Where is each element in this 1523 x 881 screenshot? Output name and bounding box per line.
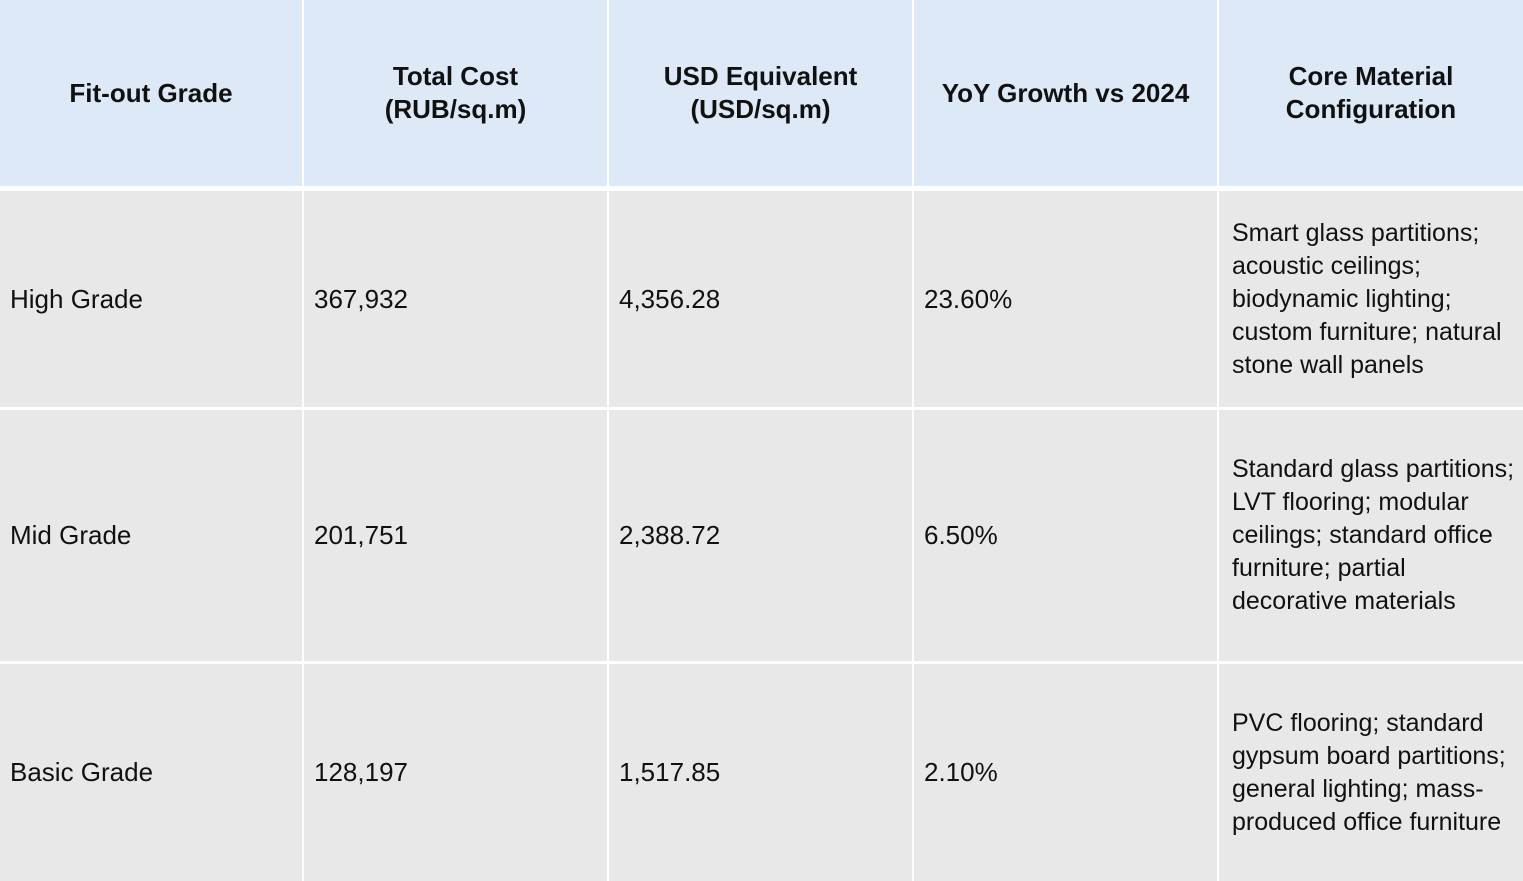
- cell-text: Standard glass partitions; LVT flooring;…: [1232, 455, 1515, 615]
- header-text: (USD/sq.m): [690, 94, 831, 124]
- table-cell: 6.50%: [914, 410, 1217, 661]
- cell-text: Smart glass partitions; acoustic ceiling…: [1232, 218, 1502, 379]
- table-cell: 367,932: [304, 191, 607, 407]
- header-cell: USD Equivalent (USD/sq.m): [609, 0, 912, 186]
- header-text: Configuration: [1285, 94, 1457, 124]
- header-cell: Total Cost (RUB/sq.m): [304, 0, 607, 186]
- table-cell: Standard glass partitions; LVT flooring;…: [1219, 410, 1523, 661]
- table-cell: Basic Grade: [0, 664, 302, 881]
- table-cell: PVC flooring; standard gypsum board part…: [1219, 664, 1523, 881]
- header-text: Total Cost: [392, 61, 519, 91]
- header-text: USD Equivalent: [663, 61, 858, 91]
- header-cell: YoY Growth vs 2024: [914, 0, 1217, 186]
- cell-text: 2,388.72: [619, 520, 721, 550]
- header-text: Fit-out Grade: [69, 77, 233, 108]
- table-cell: 128,197: [304, 664, 607, 881]
- header-cell: Core Material Configuration: [1219, 0, 1523, 186]
- table-cell: 4,356.28: [609, 191, 912, 407]
- table-cell: Smart glass partitions; acoustic ceiling…: [1219, 191, 1523, 407]
- header-text: (RUB/sq.m): [384, 94, 527, 124]
- table-cell: 23.60%: [914, 191, 1217, 407]
- table-cell: 1,517.85: [609, 664, 912, 881]
- header-cell: Fit-out Grade: [0, 0, 302, 186]
- cell-text: 128,197: [314, 757, 408, 787]
- header-text: Core Material: [1288, 61, 1454, 91]
- cell-text: 201,751: [314, 520, 408, 550]
- cell-text: Mid Grade: [10, 520, 132, 550]
- header-text: YoY Growth vs 2024: [941, 77, 1190, 108]
- cell-text: 1,517.85: [619, 757, 721, 787]
- table-cell: 201,751: [304, 410, 607, 661]
- table-cell: 2.10%: [914, 664, 1217, 881]
- cell-text: Basic Grade: [10, 757, 154, 787]
- cell-text: 6.50%: [924, 520, 998, 550]
- cell-text: 4,356.28: [619, 283, 721, 314]
- cell-text: High Grade: [10, 283, 143, 314]
- table-cell: High Grade: [0, 191, 302, 407]
- cell-text: 23.60%: [924, 283, 1013, 314]
- cell-text: 367,932: [314, 283, 408, 314]
- cell-text: 2.10%: [924, 757, 998, 787]
- cell-text: PVC flooring; standard gypsum board part…: [1232, 708, 1506, 836]
- table-cell: 2,388.72: [609, 410, 912, 661]
- table-cell: Mid Grade: [0, 410, 302, 661]
